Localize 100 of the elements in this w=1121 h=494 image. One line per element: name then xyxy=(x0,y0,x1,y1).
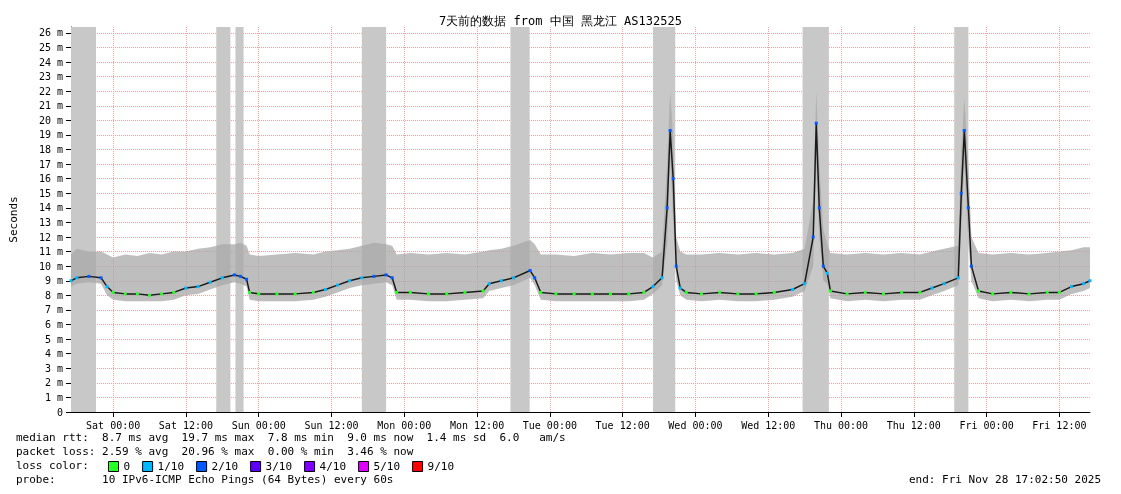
x-tick-label: Sun 00:00 xyxy=(231,419,286,431)
y-tick-label: 22 m xyxy=(38,85,63,97)
point xyxy=(275,292,279,296)
point xyxy=(348,279,352,283)
y-tick-label: 15 m xyxy=(38,187,63,199)
y-tick-label: 14 m xyxy=(38,202,63,214)
x-tick-label: Tue 12:00 xyxy=(595,419,650,431)
point xyxy=(718,290,722,294)
point xyxy=(323,288,327,291)
point xyxy=(499,279,503,283)
point xyxy=(87,274,91,278)
point xyxy=(1009,290,1013,294)
point xyxy=(684,290,688,294)
point xyxy=(245,277,249,281)
point xyxy=(1027,292,1031,296)
y-tick-label: 5 m xyxy=(44,333,63,345)
point xyxy=(248,290,252,294)
y-tick-label: 10 m xyxy=(38,260,63,272)
y-tick-label: 16 m xyxy=(38,173,63,185)
point xyxy=(969,264,973,268)
point xyxy=(1082,282,1086,286)
y-tick-label: 18 m xyxy=(38,144,63,155)
point xyxy=(959,191,963,195)
point xyxy=(845,292,849,296)
point xyxy=(609,292,613,296)
y-tick-label: 23 m xyxy=(38,71,63,83)
x-tick-label: Wed 12:00 xyxy=(741,419,796,431)
point xyxy=(668,129,672,133)
legend-title: loss color: xyxy=(16,459,89,472)
point xyxy=(1070,285,1073,289)
y-tick-label: 20 m xyxy=(38,114,63,126)
point xyxy=(572,292,576,296)
x-tick-label: Sat 00:00 xyxy=(86,419,141,431)
point xyxy=(172,290,176,294)
point xyxy=(533,276,537,280)
y-tick-label: 17 m xyxy=(38,158,63,170)
point xyxy=(918,290,922,294)
y-tick-label: 13 m xyxy=(38,216,63,228)
x-tick-label: Fri 00:00 xyxy=(959,419,1014,431)
point xyxy=(828,289,832,293)
y-tick-label: 1 m xyxy=(44,391,63,403)
point xyxy=(75,276,79,280)
y-tick-label: 9 m xyxy=(44,275,63,287)
text: median rtt: 8.7 ms avg 19.7 ms max 7.8 ms min 9.0 ms now 1.4 ms sd 6.0 am/s xyxy=(16,431,566,444)
point xyxy=(69,279,73,283)
point xyxy=(811,235,815,239)
y-tick-label: 3 m xyxy=(44,362,63,374)
point xyxy=(825,271,829,275)
point xyxy=(99,276,103,280)
point xyxy=(736,292,740,296)
text: packet loss: 2.59 % avg 20.96 % max 0.00 % min 3.46 % now xyxy=(16,445,414,458)
x-tick-label: Fri 12:00 xyxy=(1032,419,1087,431)
point xyxy=(642,290,646,294)
y-tick-label: 8 m xyxy=(44,289,63,301)
y-tick-label: 21 m xyxy=(38,100,63,112)
point xyxy=(528,269,532,273)
x-tick-label: Thu 12:00 xyxy=(886,419,941,431)
point xyxy=(790,288,794,291)
text: probe: 10 IPv6-ICMP Echo Pings (64 Bytes) every 60s xyxy=(16,473,394,486)
point xyxy=(239,274,243,278)
point xyxy=(977,289,980,293)
x-tick-label: Sat 12:00 xyxy=(158,419,214,431)
point xyxy=(772,290,776,294)
point xyxy=(123,292,127,296)
point xyxy=(408,290,412,294)
y-tick-label: 11 m xyxy=(38,246,63,258)
point xyxy=(372,274,376,278)
point xyxy=(111,290,115,294)
point xyxy=(674,264,678,268)
point xyxy=(196,285,200,289)
point xyxy=(863,290,867,294)
text: end: Fri Nov 28 17:02:50 2025 xyxy=(908,473,1102,486)
point xyxy=(539,290,543,294)
legend-label: 0 xyxy=(123,460,131,473)
point xyxy=(942,282,946,286)
point xyxy=(184,286,188,290)
point xyxy=(900,290,904,294)
point xyxy=(1088,279,1092,283)
legend-label: 5/10 xyxy=(373,460,401,473)
y-axis-title: Seconds xyxy=(7,196,20,243)
x-tick-label: Wed 00:00 xyxy=(668,419,723,431)
point xyxy=(336,283,340,287)
point xyxy=(962,129,966,133)
x-tick-label: Sun 12:00 xyxy=(304,419,359,431)
point xyxy=(148,293,152,297)
legend-label: 9/10 xyxy=(427,460,455,473)
point xyxy=(160,292,164,296)
y-tick-label: 0 xyxy=(56,406,63,418)
x-tick-label: Tue 00:00 xyxy=(522,419,577,431)
y-tick-label: 7 m xyxy=(44,304,63,316)
y-tick-label: 4 m xyxy=(44,348,63,360)
legend-label: 4/10 xyxy=(319,460,347,473)
y-tick-label: 12 m xyxy=(38,231,63,243)
point xyxy=(395,290,399,294)
point xyxy=(660,276,664,280)
x-tick-label: Mon 12:00 xyxy=(449,419,505,431)
y-tick-label: 19 m xyxy=(38,129,63,141)
point xyxy=(671,177,675,181)
point xyxy=(311,290,315,294)
point xyxy=(754,292,758,296)
